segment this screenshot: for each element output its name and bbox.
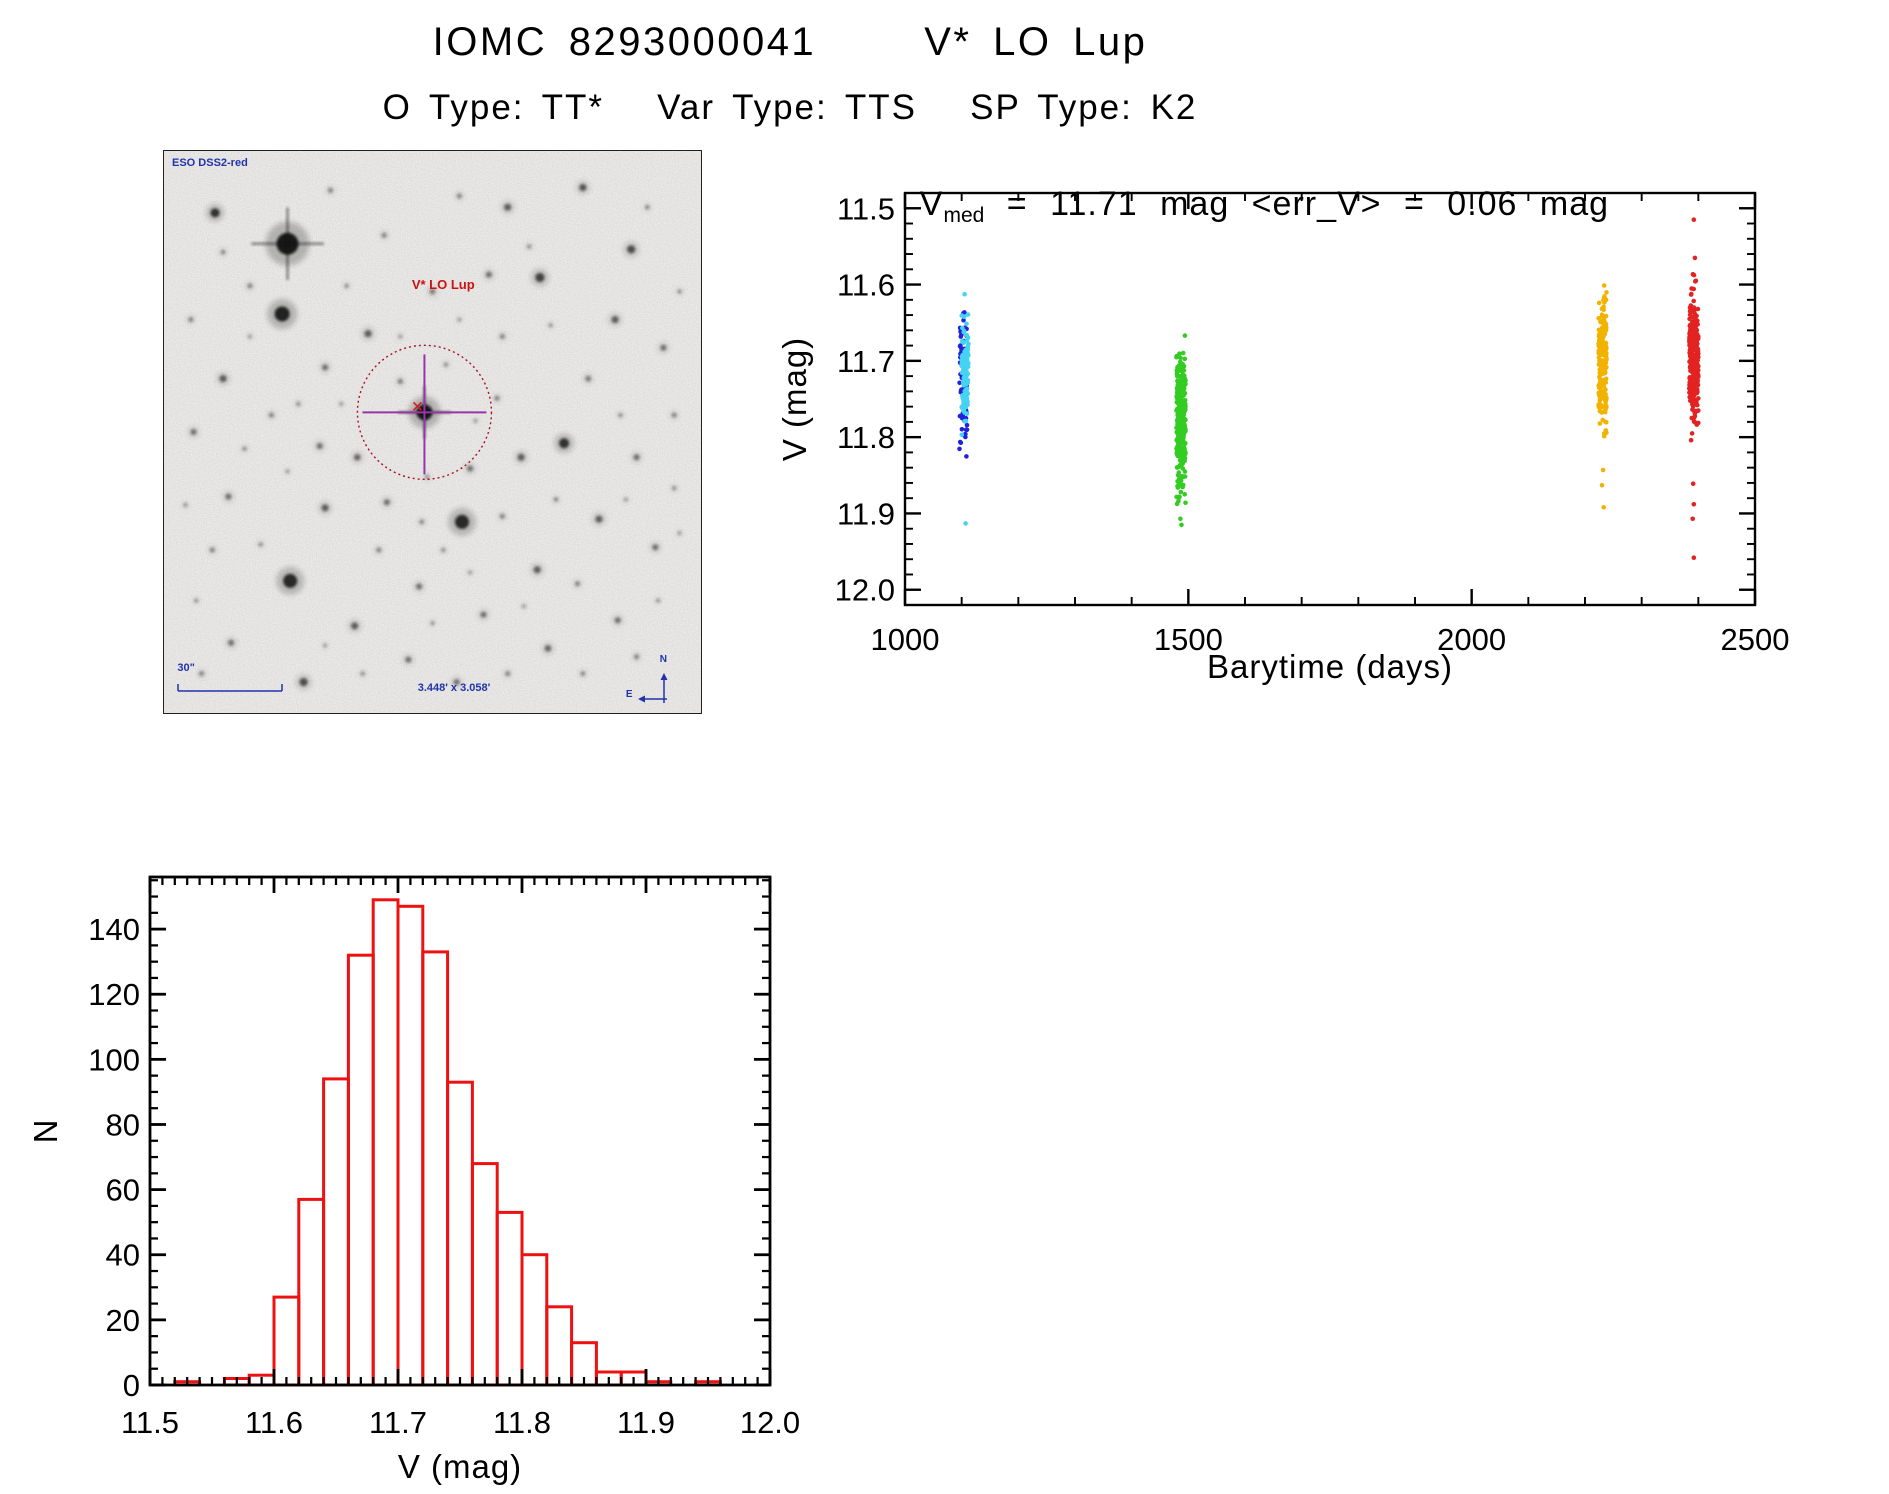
finder-annotations <box>177 344 668 703</box>
svg-text:11.5: 11.5 <box>837 191 895 226</box>
vmed-subscript: med <box>943 204 985 227</box>
svg-text:11.7: 11.7 <box>837 344 895 379</box>
scatter-y-axis-label: V (mag) <box>776 336 813 462</box>
svg-text:80: 80 <box>106 1107 140 1142</box>
vmed-prefix: V <box>919 185 944 223</box>
svg-text:11.6: 11.6 <box>245 1405 303 1440</box>
page-title: IOMC 8293000041 V* LO Lup <box>432 20 1148 64</box>
svg-text:11.5: 11.5 <box>121 1405 179 1440</box>
histogram-y-axis-label: N <box>27 1118 64 1144</box>
scale-label: 30" <box>177 662 195 675</box>
svg-text:60: 60 <box>106 1173 140 1208</box>
compass-north-label: N <box>659 653 668 665</box>
svg-text:11.9: 11.9 <box>617 1405 675 1440</box>
finder-chart: ESO DSS2-red V* LO Lup 30" 3.448' x 3.05… <box>163 150 702 714</box>
svg-text:20: 20 <box>106 1303 140 1338</box>
svg-text:12.0: 12.0 <box>740 1405 800 1440</box>
svg-text:1000: 1000 <box>871 622 940 657</box>
target-label: V* LO Lup <box>411 277 475 293</box>
svg-text:11.8: 11.8 <box>493 1405 551 1440</box>
survey-label: ESO DSS2-red <box>172 157 248 169</box>
vmed-stats-title: Vmed = 11.71 mag <err_V> = 0.06 mag <box>830 146 1608 267</box>
size-label: 3.448' x 3.058' <box>417 682 491 695</box>
svg-text:11.7: 11.7 <box>369 1405 427 1440</box>
svg-text:120: 120 <box>88 977 140 1012</box>
magnitude-histogram: 11.5 11.6 11.7 11.8 11.9 12.0 0 20 40 60 80 100 120 1… <box>88 875 800 1440</box>
histogram-x-axis-label: V (mag) <box>397 1448 523 1485</box>
svg-text:1500: 1500 <box>1154 622 1223 657</box>
svg-text:140: 140 <box>88 912 140 947</box>
histogram-bars <box>173 898 722 1387</box>
svg-text:11.9: 11.9 <box>837 496 895 531</box>
svg-text:11.8: 11.8 <box>837 420 895 455</box>
object-types: O Type: TT* Var Type: TTS SP Type: K2 <box>382 88 1198 127</box>
svg-text:100: 100 <box>88 1042 140 1077</box>
lightcurve-plot: 1000 1500 2000 2500 11.5 11.6 11.7 11.8 11.9 12.0 <box>835 191 1790 657</box>
svg-text:2500: 2500 <box>1721 622 1790 657</box>
vmed-rest: = 11.71 mag <err_V> = 0.06 mag <box>984 185 1610 223</box>
svg-text:40: 40 <box>106 1238 140 1273</box>
lightcurve-points <box>957 217 1701 560</box>
svg-text:11.6: 11.6 <box>837 268 895 303</box>
finder-image <box>164 151 701 713</box>
svg-text:2000: 2000 <box>1437 622 1506 657</box>
scatter-x-axis-label: Barytime (days) <box>1206 648 1454 685</box>
svg-text:0: 0 <box>123 1368 140 1403</box>
compass-east-label: E <box>625 689 633 701</box>
sky-noise <box>164 151 701 713</box>
svg-text:12.0: 12.0 <box>835 573 895 608</box>
